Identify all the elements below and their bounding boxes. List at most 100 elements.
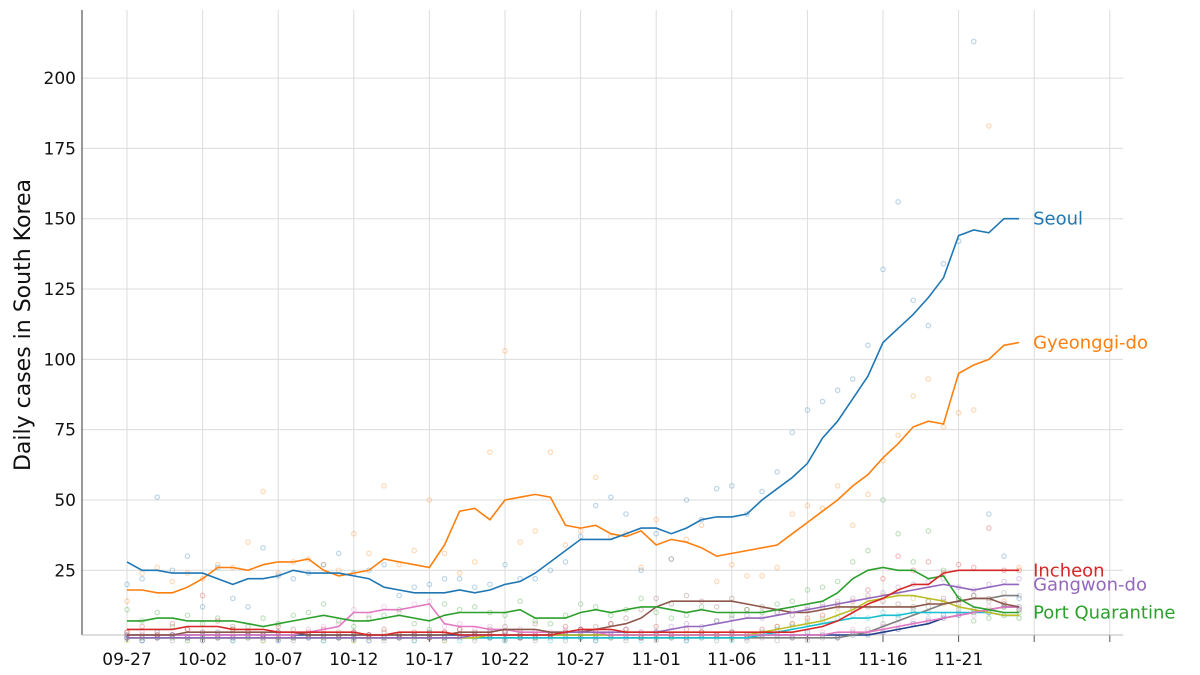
- point-port-quarantine: [471, 604, 478, 610]
- point-seoul: [865, 342, 871, 349]
- line-incheon: [127, 569, 1020, 636]
- line-seoul: [126, 217, 1020, 594]
- point-busan: [940, 595, 947, 602]
- point-incheon: [970, 564, 977, 571]
- point-gangwon-do: [1001, 578, 1007, 585]
- point-port-quarantine: [290, 612, 297, 619]
- point-gangwon-do: [366, 637, 372, 644]
- point-gyeonggi-do: [260, 488, 266, 495]
- point-gangwon-do: [834, 598, 841, 605]
- point-incheon: [623, 626, 629, 633]
- point-seoul: [199, 604, 206, 610]
- point-incheon: [986, 525, 992, 531]
- series-label-incheon: Incheon: [1033, 560, 1105, 581]
- point-incheon: [955, 561, 962, 568]
- point-jeollanam-do: [456, 620, 463, 627]
- point-port-quarantine: [456, 606, 463, 613]
- point-incheon: [819, 612, 826, 619]
- point-seoul: [819, 398, 826, 405]
- point-gyeonggi-do: [154, 564, 161, 571]
- point-incheon: [865, 587, 871, 593]
- point-seoul: [1016, 595, 1022, 602]
- point-gyeonggi-do: [683, 536, 690, 543]
- point-gangwon-do: [774, 609, 780, 616]
- point-seoul: [789, 429, 796, 436]
- point-incheon: [759, 626, 765, 633]
- point-port-quarantine: [381, 612, 387, 619]
- point-seoul: [592, 502, 599, 509]
- point-jeollanam-do: [970, 612, 977, 619]
- point-jeollanam-do: [986, 604, 992, 610]
- point-incheon: [456, 626, 463, 633]
- grid: [82, 10, 1123, 635]
- point-seoul: [562, 559, 569, 565]
- point-incheon: [804, 615, 811, 621]
- point-incheon: [562, 623, 569, 630]
- y-tick-label: 200: [44, 69, 76, 89]
- point-seoul: [245, 604, 251, 610]
- point-port-quarantine: [411, 620, 418, 627]
- point-port-quarantine: [895, 530, 901, 537]
- point-seoul: [260, 544, 266, 551]
- point-seoul: [849, 376, 856, 382]
- point-gyeonggi-do: [849, 522, 856, 529]
- point-gyeonggi-do: [350, 530, 357, 537]
- y-axis-title: Daily cases in South Korea: [11, 179, 36, 471]
- point-port-quarantine: [638, 595, 644, 602]
- point-seoul: [230, 595, 236, 602]
- point-port-quarantine: [532, 618, 539, 624]
- line-gangwon-do: [127, 583, 1020, 639]
- point-incheon: [683, 626, 690, 633]
- point-seoul: [124, 581, 130, 588]
- point-gangwon-do: [683, 620, 690, 627]
- series-label-seoul: Seoul: [1033, 209, 1083, 230]
- point-gyeonggi-do: [139, 570, 145, 576]
- point-busan: [970, 592, 977, 599]
- point-gyeonggi-do: [471, 559, 478, 565]
- point-seoul: [804, 407, 811, 413]
- point-seoul: [683, 497, 690, 503]
- point-port-quarantine: [154, 609, 161, 616]
- y-tick-label: 50: [54, 491, 76, 511]
- x-tick-label: 10-17: [405, 650, 454, 670]
- point-port-quarantine: [592, 604, 599, 610]
- point-gyeonggi-do: [789, 511, 796, 517]
- point-port-quarantine: [517, 598, 523, 605]
- point-seoul: [335, 550, 342, 557]
- y-tick-label: 75: [54, 421, 76, 441]
- x-tick-label: 09-27: [102, 650, 151, 670]
- point-seoul: [381, 561, 387, 568]
- point-gyeonggi-do: [487, 449, 493, 455]
- point-gyeonggi-do: [592, 474, 599, 481]
- point-gangwon-do: [789, 606, 796, 613]
- point-gyeonggi-do: [169, 578, 176, 585]
- line-port-quarantine: [127, 566, 1020, 628]
- point-gyeonggi-do: [562, 542, 569, 548]
- point-seoul: [728, 483, 735, 489]
- point-port-quarantine: [834, 578, 841, 585]
- point-jeollanam-do: [940, 612, 947, 619]
- point-seoul: [925, 322, 932, 329]
- point-jeollanam-do: [819, 629, 826, 635]
- point-seoul: [290, 575, 297, 582]
- point-seoul: [880, 266, 886, 273]
- point-incheon: [774, 623, 780, 630]
- point-port-quarantine: [804, 587, 811, 593]
- x-tick-label: 11-01: [631, 650, 680, 670]
- point-seoul: [154, 494, 161, 500]
- point-busan: [683, 592, 690, 599]
- point-gyeonggi-do: [668, 556, 675, 562]
- point-seoul: [1001, 553, 1007, 560]
- point-gyeonggi-do: [532, 528, 539, 534]
- point-port-quarantine: [970, 618, 977, 624]
- point-jeollanam-do: [441, 623, 448, 630]
- series-label-gangwon-do: Gangwon-do: [1033, 574, 1147, 595]
- point-port-quarantine: [577, 601, 584, 607]
- point-port-quarantine: [260, 615, 266, 621]
- point-seoul: [970, 38, 977, 45]
- point-port-quarantine: [245, 623, 251, 630]
- point-port-quarantine: [653, 609, 660, 616]
- point-gangwon-do: [819, 601, 826, 607]
- point-seoul: [441, 575, 448, 582]
